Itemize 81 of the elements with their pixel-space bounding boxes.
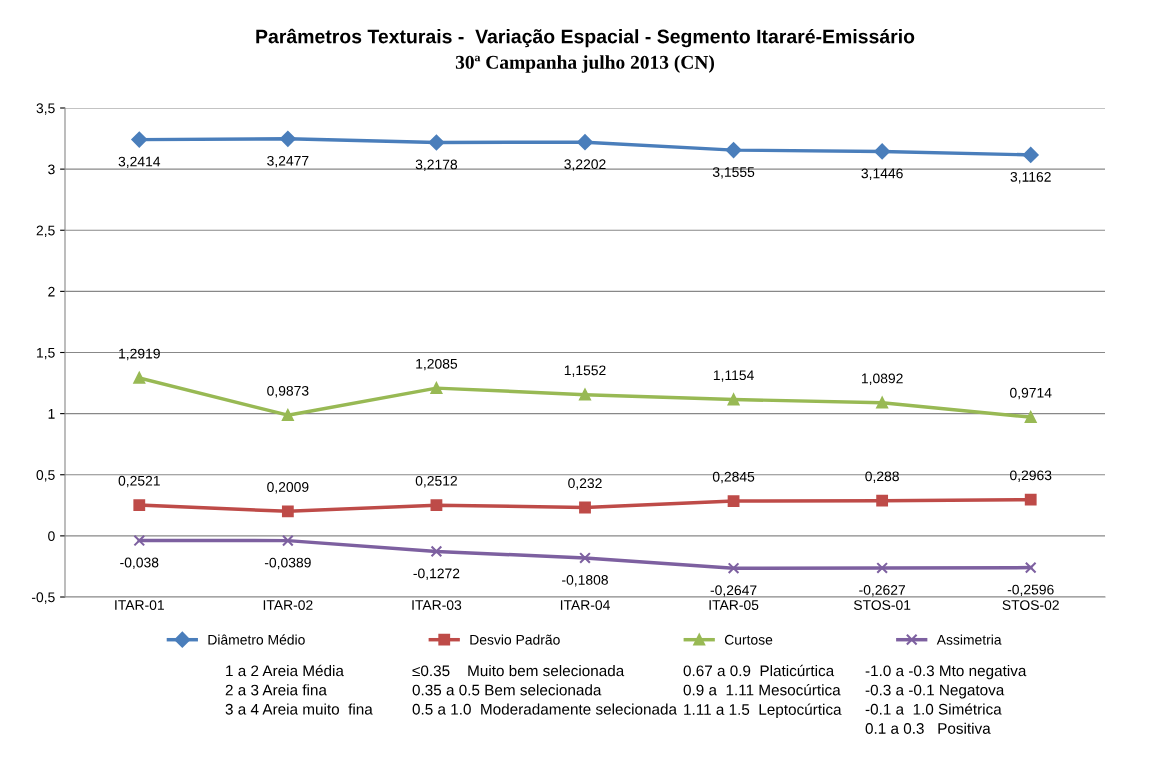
data-label: 1,1552 [564, 365, 606, 377]
point [279, 130, 296, 147]
data-label: -0,2647 [710, 585, 757, 597]
point [131, 131, 148, 148]
y-tick-label: -0,5 [31, 592, 55, 604]
data-label: 1,0892 [861, 373, 903, 385]
point [133, 534, 146, 547]
y-tick-label: 0 [48, 531, 55, 542]
point [281, 409, 294, 422]
legend-label: Diâmetro Médio [208, 634, 305, 645]
data-label: 0,2845 [712, 471, 755, 484]
y-tick-label: 3 [48, 164, 55, 175]
text: -1.0 a -0.3 Mto negativa -0.3 a -0.1 Negatova -0.1 a 1.0 Simétrica 0.1 a 0.3 Positiva [865, 665, 1027, 734]
data-label: 3,1446 [861, 168, 903, 180]
y-tick-label: 1 [48, 409, 55, 419]
point [430, 545, 443, 558]
x-tick-label: ITAR-04 [560, 600, 610, 610]
point [1024, 561, 1037, 574]
point [727, 562, 740, 575]
x-tick-label: ITAR-03 [412, 600, 462, 610]
data-label: -0,1272 [413, 568, 460, 580]
y-tick-label: 1,5 [37, 347, 55, 360]
x-tick-label: ITAR-02 [263, 600, 313, 610]
y-tick-label: 0,5 [36, 470, 55, 482]
point [1022, 147, 1039, 163]
chart-title: Parâmetros Texturais - Variação Espacial - Segmento Itararé-Emissário [256, 28, 915, 48]
data-label: 3,1555 [712, 167, 755, 179]
point [876, 494, 889, 507]
point [725, 142, 742, 159]
y-tick-label: 2 [48, 286, 55, 297]
y-tick-label: 2,5 [36, 225, 55, 238]
data-label: 0,2512 [415, 475, 457, 488]
data-label: 3,2477 [267, 155, 309, 168]
point [281, 505, 294, 518]
data-label: 1,2919 [119, 348, 160, 361]
data-label: -0,2627 [859, 585, 905, 597]
point [428, 134, 445, 151]
chart-subtitle: 30ª Campanha julho 2013 (CN) [455, 55, 715, 73]
data-label: 0,2009 [267, 482, 309, 494]
point [579, 552, 591, 564]
data-label: 0,2521 [118, 475, 160, 488]
x-tick-label: ITAR-01 [115, 600, 164, 610]
data-label: 3,2414 [118, 156, 161, 169]
point [133, 499, 146, 511]
x-tick-label: STOS-01 [853, 600, 911, 610]
data-label: 0,9873 [267, 385, 309, 398]
data-label: 0,9714 [1010, 387, 1052, 400]
point [281, 534, 294, 547]
data-label: -0,2596 [1007, 584, 1054, 597]
data-label: 3,2178 [415, 159, 458, 172]
legend-label: Desvio Padrão [470, 634, 560, 645]
x-tick-label: STOS-02 [1002, 600, 1059, 610]
legend-label: Curtose [724, 634, 773, 645]
x-tick-label: ITAR-05 [709, 600, 759, 610]
point [430, 499, 443, 512]
point [1024, 493, 1037, 506]
text: 1 a 2 Areia Média 2 a 3 Areia fina 3 a 4 Areia muito fina [225, 664, 373, 715]
data-label: 0,2963 [1010, 470, 1052, 482]
data-label: 0,288 [865, 471, 899, 483]
point [577, 134, 593, 151]
data-label: -0,038 [120, 557, 159, 570]
point [579, 501, 591, 514]
data-label: -0,0389 [264, 557, 311, 570]
data-label: 0,232 [568, 478, 602, 490]
point [1024, 411, 1037, 424]
point [727, 393, 740, 406]
data-label: 3,2202 [564, 159, 606, 171]
point [874, 143, 891, 160]
point [727, 495, 740, 507]
y-tick-label: 3,5 [36, 103, 55, 115]
data-label: 1,2085 [416, 358, 458, 371]
data-label: 1,1154 [713, 370, 754, 382]
point [579, 388, 591, 401]
text: ≤0.35 Muito bem selecionada 0.35 a 0.5 Bem selecionada 0.5 a 1.0 Moderadamente selecionada [412, 665, 677, 715]
data-label: -0,1808 [562, 575, 608, 587]
point [430, 382, 443, 395]
legend-label: Assimetria [936, 634, 1002, 645]
data-label: 3,1162 [1010, 171, 1051, 184]
point [876, 562, 889, 574]
text: 0.67 a 0.9 Platicúrtica 0.9 a 1.11 Mesocúrtica 1.11 a 1.5 Leptocúrtica [683, 664, 842, 718]
point [876, 396, 889, 409]
